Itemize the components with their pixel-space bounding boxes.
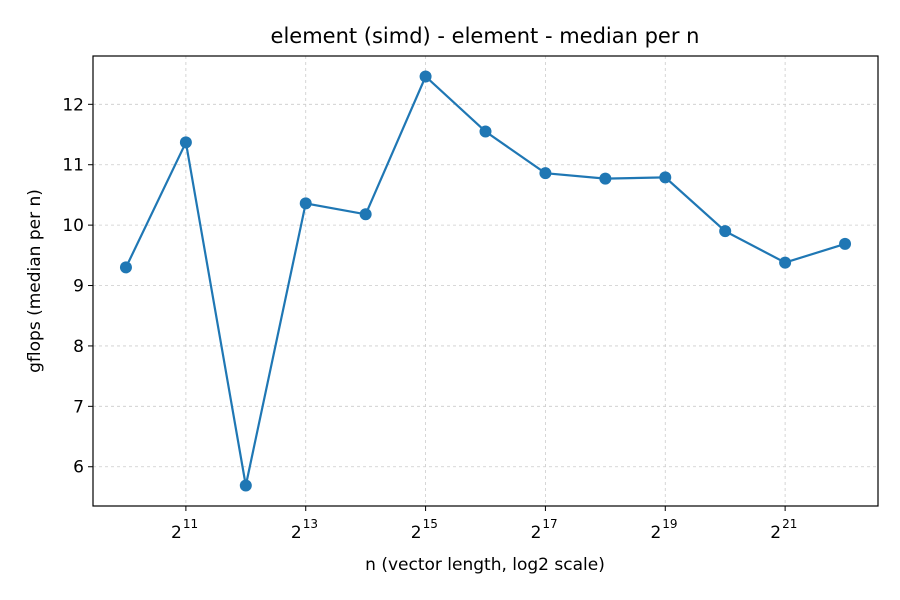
x-axis: 2 11 2 13 2 15 2 17 2 19 2 21: [171, 506, 797, 543]
y-tick-label: 10: [62, 216, 84, 236]
x-tick-exponent: 13: [303, 517, 318, 531]
series-layer: [119, 70, 852, 492]
data-point: [359, 208, 372, 221]
x-axis-label: n (vector length, log2 scale): [365, 555, 605, 575]
data-point: [419, 70, 432, 83]
y-tick-label: 9: [73, 277, 84, 297]
x-tick-label: 2: [411, 523, 422, 543]
x-tick-exponent: 17: [542, 517, 557, 531]
x-tick-label: 2: [531, 523, 542, 543]
y-tick-label: 7: [73, 397, 84, 417]
data-point: [659, 171, 672, 184]
y-tick-label: 6: [73, 458, 84, 478]
x-tick-exponent: 19: [662, 517, 677, 531]
y-axis: 6 7 8 9 10 11 12: [62, 95, 93, 478]
x-tick-label: 2: [171, 523, 182, 543]
data-point: [539, 167, 552, 180]
data-point: [719, 225, 732, 238]
data-point: [119, 261, 132, 274]
data-point: [479, 125, 492, 138]
y-axis-label: gflops (median per n): [25, 189, 45, 373]
data-point: [779, 256, 792, 269]
plot-frame: [92, 55, 879, 507]
grid-layer: [93, 56, 878, 506]
chart-title: element (simd) - element - median per n: [271, 24, 700, 48]
data-point: [839, 237, 852, 250]
x-tick-exponent: 11: [183, 517, 198, 531]
y-tick-label: 12: [62, 95, 84, 115]
y-tick-label: 11: [62, 156, 84, 176]
x-tick-exponent: 15: [423, 517, 438, 531]
data-point: [179, 136, 192, 149]
data-point: [239, 479, 252, 492]
x-tick-label: 2: [650, 523, 661, 543]
x-tick-label: 2: [770, 523, 781, 543]
x-tick-label: 2: [291, 523, 302, 543]
data-point: [299, 197, 312, 210]
data-point: [599, 172, 612, 185]
x-tick-exponent: 21: [782, 517, 797, 531]
y-tick-label: 8: [73, 337, 84, 357]
